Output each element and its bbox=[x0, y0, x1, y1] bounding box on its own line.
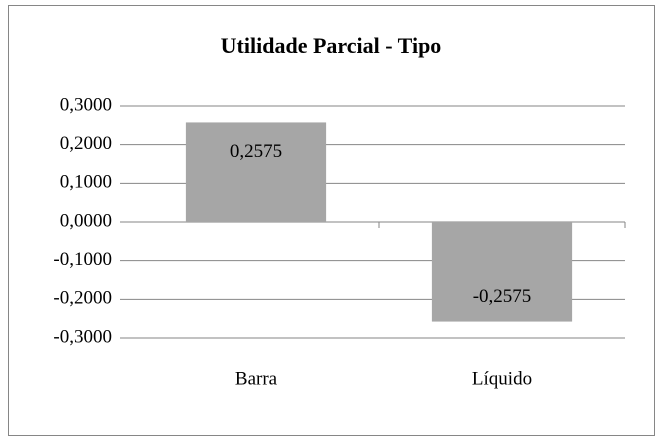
y-tick-label: 0,0000 bbox=[60, 210, 112, 231]
value-label: 0,2575 bbox=[230, 141, 282, 162]
y-tick-label: 0,2000 bbox=[60, 133, 112, 154]
x-tick-label: Barra bbox=[235, 368, 278, 389]
y-tick-label: 0,3000 bbox=[60, 94, 112, 115]
y-tick-label: -0,1000 bbox=[53, 249, 112, 270]
bar bbox=[431, 222, 573, 322]
chart-border bbox=[8, 5, 655, 436]
x-tick-label: Líquido bbox=[472, 368, 532, 389]
y-tick-label: -0,2000 bbox=[53, 288, 112, 309]
bar bbox=[185, 122, 327, 222]
y-tick-label: -0,3000 bbox=[53, 326, 112, 347]
y-tick-label: 0,1000 bbox=[60, 172, 112, 193]
chart-title: Utilidade Parcial - Tipo bbox=[221, 33, 442, 58]
value-label: -0,2575 bbox=[473, 286, 532, 307]
